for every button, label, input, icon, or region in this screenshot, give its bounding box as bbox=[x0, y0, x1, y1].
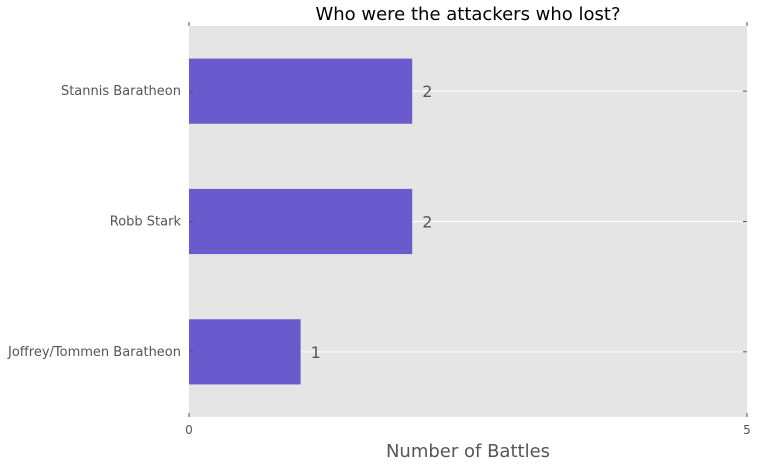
data-label: 2 bbox=[422, 82, 432, 101]
y-axis-ticks: Stannis Baratheon Robb Stark Joffrey/Tomme… bbox=[7, 84, 747, 360]
data-label: 2 bbox=[422, 213, 432, 232]
x-tick-label: 0 bbox=[185, 423, 193, 437]
bar bbox=[189, 58, 413, 124]
x-axis-label: Number of Battles bbox=[386, 441, 550, 462]
x-tick-label: 5 bbox=[743, 423, 751, 437]
data-label: 1 bbox=[311, 343, 321, 362]
bars bbox=[189, 58, 413, 385]
bar bbox=[189, 188, 413, 255]
y-tick-label: Robb Stark bbox=[110, 215, 182, 230]
data-labels: 2 2 1 bbox=[311, 82, 433, 362]
y-tick-label: Stannis Baratheon bbox=[61, 84, 181, 99]
bar bbox=[189, 319, 301, 385]
y-tick-label: Joffrey/Tommen Baratheon bbox=[7, 345, 181, 360]
chart-title: Who were the attackers who lost? bbox=[315, 4, 620, 25]
